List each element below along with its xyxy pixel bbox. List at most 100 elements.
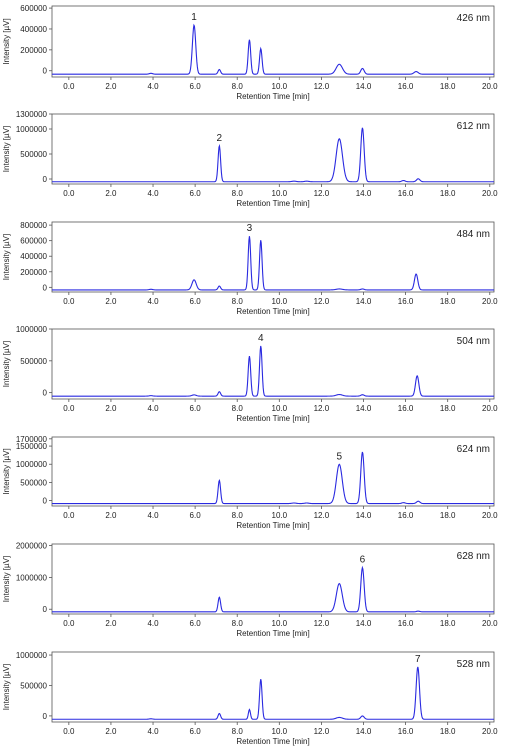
plot-frame [51,543,495,615]
x-tick-label: 10.0 [272,619,288,628]
wavelength-label: 528 nm [457,659,490,670]
x-tick-label: 20.0 [482,727,498,736]
y-axis-label: Intensity [µV] [2,234,11,280]
x-axis-label: Retention Time [min] [236,199,309,208]
peak-number-label: 7 [415,654,421,665]
x-tick-label: 8.0 [232,82,244,91]
x-tick-label: 6.0 [190,727,202,736]
x-axis-label: Retention Time [min] [236,629,309,638]
x-tick-label: 12.0 [314,297,330,306]
x-tick-label: 0.0 [63,404,75,413]
x-tick-label: 18.0 [440,297,456,306]
wavelength-label: 624 nm [457,444,490,455]
chromatogram-panel-5: 0.0 2.0 4.0 6.0 8.0 10.0 12.0 14.0 16.0 18.0 20.0 0… [2,435,498,530]
y-tick-label: 2000000 [16,542,48,551]
y-tick-label: 600000 [20,237,47,246]
chromatogram-panel-1: 0.0 2.0 4.0 6.0 8.0 10.0 12.0 14.0 16.0 18.0 20.0 0… [2,4,498,101]
x-tick-label: 0.0 [63,619,75,628]
y-tick-label: 600000 [20,4,47,13]
plot-frame [51,436,495,507]
x-tick-label: 16.0 [398,727,414,736]
y-axis-label: Intensity [µV] [2,18,11,64]
chromatogram-panel-7: 0.0 2.0 4.0 6.0 8.0 10.0 12.0 14.0 16.0 18.0 20.0 0… [2,651,498,746]
plot-frame [51,328,495,400]
x-tick-label: 0.0 [63,727,75,736]
chromatogram-trace [52,345,494,397]
wavelength-label: 426 nm [457,13,490,24]
x-tick-label: 20.0 [482,82,498,91]
x-tick-label: 8.0 [232,189,244,198]
x-tick-label: 6.0 [190,511,202,520]
x-tick-label: 14.0 [356,297,372,306]
y-tick-label: 0 [43,712,48,721]
x-tick-label: 16.0 [398,297,414,306]
y-tick-label: 800000 [20,221,47,230]
x-tick-label: 18.0 [440,619,456,628]
y-tick-label: 1000000 [16,325,48,334]
y-axis-label: Intensity [µV] [2,664,11,710]
x-tick-label: 18.0 [440,189,456,198]
y-tick-label: 400000 [20,25,47,34]
x-tick-label: 8.0 [232,297,244,306]
x-tick-label: 16.0 [398,82,414,91]
x-tick-label: 16.0 [398,511,414,520]
x-tick-label: 4.0 [147,619,159,628]
x-tick-label: 14.0 [356,82,372,91]
chromatogram-trace [52,127,494,183]
y-tick-label: 500000 [20,478,47,487]
x-tick-label: 0.0 [63,297,75,306]
y-tick-label: 1000000 [16,460,48,469]
x-tick-label: 8.0 [232,727,244,736]
y-tick-label: 0 [43,67,48,76]
y-tick-label: 0 [43,605,48,614]
chromatogram-panel-2: 0.0 2.0 4.0 6.0 8.0 10.0 12.0 14.0 16.0 18.0 20.0 0… [2,110,498,208]
x-tick-label: 18.0 [440,727,456,736]
x-tick-label: 12.0 [314,189,330,198]
chromatogram-trace [52,236,494,291]
x-tick-label: 20.0 [482,511,498,520]
chromatogram-trace [52,451,494,505]
y-tick-label: 0 [43,389,48,398]
x-tick-label: 4.0 [147,297,159,306]
y-tick-label: 1500000 [16,442,48,451]
x-tick-label: 4.0 [147,727,159,736]
wavelength-label: 628 nm [457,551,490,562]
x-tick-label: 16.0 [398,619,414,628]
peak-number-label: 4 [258,333,264,344]
chromatogram-panel-6: 0.0 2.0 4.0 6.0 8.0 10.0 12.0 14.0 16.0 18.0 20.0 0… [2,542,498,638]
x-tick-label: 12.0 [314,404,330,413]
y-tick-label: 400000 [20,252,47,261]
y-tick-label: 1000000 [16,651,48,660]
chromatogram-trace [52,565,494,613]
x-tick-label: 0.0 [63,189,75,198]
x-tick-label: 14.0 [356,727,372,736]
x-tick-label: 6.0 [190,619,202,628]
plot-frame [51,221,495,293]
x-tick-label: 6.0 [190,297,202,306]
x-tick-label: 14.0 [356,404,372,413]
y-tick-label: 0 [43,175,48,184]
x-tick-label: 20.0 [482,297,498,306]
chromatogram-panel-3: 0.0 2.0 4.0 6.0 8.0 10.0 12.0 14.0 16.0 18.0 20.0 0… [2,221,498,316]
x-tick-label: 8.0 [232,404,244,413]
x-tick-label: 4.0 [147,82,159,91]
y-tick-label: 200000 [20,46,47,55]
y-tick-label: 500000 [20,357,47,366]
y-axis-label: Intensity [µV] [2,126,11,172]
x-tick-label: 14.0 [356,511,372,520]
x-tick-label: 14.0 [356,619,372,628]
peak-number-label: 5 [337,451,343,462]
x-tick-label: 0.0 [63,82,75,91]
x-tick-label: 10.0 [272,189,288,198]
chromatogram-trace [52,666,494,720]
x-tick-label: 12.0 [314,727,330,736]
plot-frame [51,651,495,723]
y-tick-label: 1300000 [16,110,48,119]
wavelength-label: 612 nm [457,121,490,132]
peak-number-label: 3 [247,223,253,234]
y-tick-label: 1000000 [16,125,48,134]
x-tick-label: 2.0 [105,297,117,306]
x-tick-label: 6.0 [190,189,202,198]
y-tick-label: 0 [43,283,48,292]
